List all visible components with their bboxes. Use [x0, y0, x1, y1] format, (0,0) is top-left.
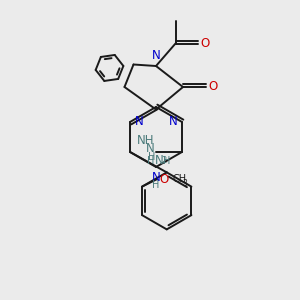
Text: N: N — [169, 116, 178, 128]
Text: N: N — [155, 154, 164, 167]
Text: N: N — [134, 116, 143, 128]
Text: O: O — [200, 37, 210, 50]
Text: H: H — [152, 180, 160, 190]
Text: NH: NH — [136, 134, 154, 147]
Text: CH: CH — [172, 174, 186, 184]
Text: H: H — [147, 156, 155, 166]
Text: 2: 2 — [162, 156, 167, 165]
Text: N: N — [146, 142, 155, 155]
Text: O: O — [160, 172, 169, 186]
Text: N: N — [152, 172, 160, 184]
Text: N: N — [152, 50, 160, 62]
Text: O: O — [208, 80, 217, 94]
Text: H: H — [148, 152, 155, 162]
Text: 3: 3 — [182, 179, 187, 188]
Text: H: H — [163, 156, 170, 166]
